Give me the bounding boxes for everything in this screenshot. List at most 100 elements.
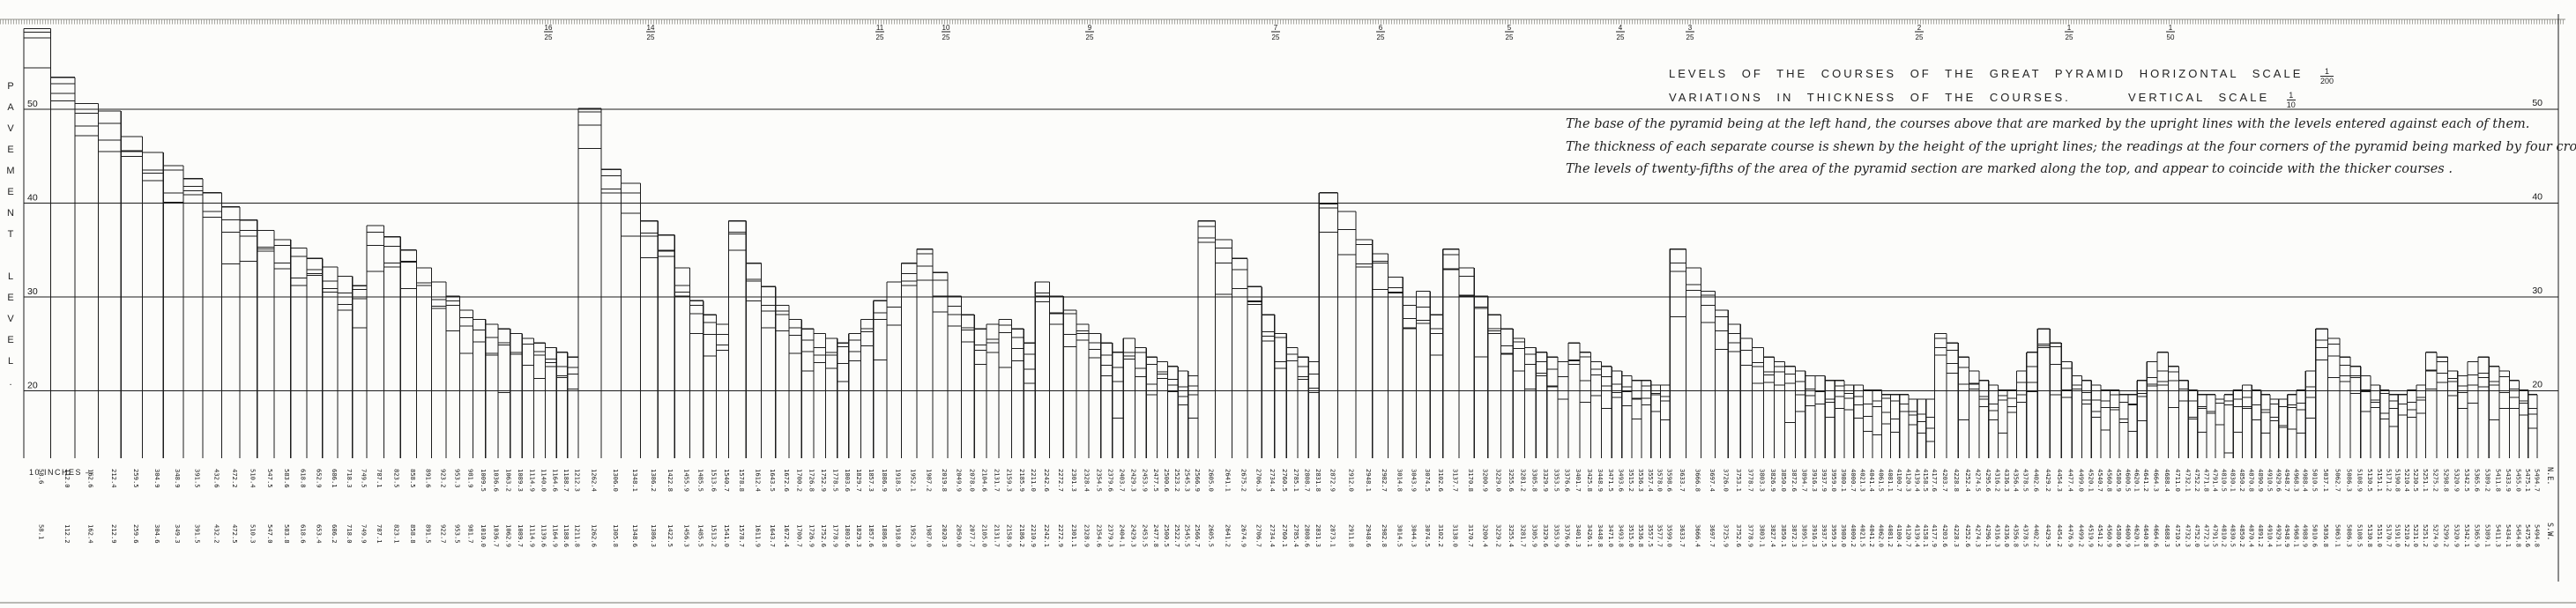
svg-text:2328.9: 2328.9 — [1083, 524, 1091, 547]
svg-text:823.1: 823.1 — [392, 524, 400, 544]
svg-text:472.2: 472.2 — [231, 469, 239, 488]
svg-text:4100.7: 4100.7 — [1895, 469, 1903, 492]
svg-text:1803.6: 1803.6 — [844, 524, 852, 547]
svg-text:3726.0: 3726.0 — [1722, 469, 1730, 492]
svg-text:2911.8: 2911.8 — [1347, 524, 1355, 547]
svg-text:3: 3 — [1688, 24, 1693, 32]
svg-text:1456.3: 1456.3 — [682, 524, 690, 547]
svg-text:349.3: 349.3 — [174, 524, 182, 544]
svg-text:922.7: 922.7 — [439, 524, 447, 544]
svg-text:4120.7: 4120.7 — [1904, 524, 1912, 547]
svg-text:2982.8: 2982.8 — [1381, 524, 1389, 547]
svg-text:2301.3: 2301.3 — [1070, 469, 1078, 492]
svg-text:2948.6: 2948.6 — [1365, 524, 1373, 547]
svg-text:2605.5: 2605.5 — [1207, 524, 1215, 547]
svg-text:2760.1: 2760.1 — [1281, 524, 1289, 547]
svg-text:2404.1: 2404.1 — [1118, 524, 1126, 547]
svg-text:4791.5: 4791.5 — [2211, 524, 2219, 547]
svg-text:4929.6: 4929.6 — [2274, 469, 2282, 492]
svg-text:4203.6: 4203.6 — [1941, 524, 1949, 547]
svg-text:4968.1: 4968.1 — [2292, 524, 2300, 547]
svg-text:3471.5: 3471.5 — [1607, 469, 1615, 492]
svg-text:652.9: 652.9 — [315, 469, 323, 488]
svg-text:3577.7: 3577.7 — [1657, 524, 1664, 547]
svg-text:1672.4: 1672.4 — [783, 524, 791, 547]
svg-text:3014.8: 3014.8 — [1396, 469, 1403, 492]
svg-text:5298.8: 5298.8 — [2443, 469, 2451, 492]
svg-text:2808.7: 2808.7 — [1304, 469, 1312, 492]
svg-text:858.8: 858.8 — [409, 524, 417, 544]
svg-text:1211.8: 1211.8 — [573, 524, 581, 547]
svg-text:3895.1: 3895.1 — [1801, 524, 1809, 547]
svg-text:4732.3: 4732.3 — [2184, 524, 2192, 547]
svg-text:162.4: 162.4 — [87, 524, 95, 544]
svg-text:4772.3: 4772.3 — [2202, 524, 2210, 547]
svg-text:4890.9: 4890.9 — [2257, 469, 2265, 492]
svg-text:2522.7: 2522.7 — [1173, 524, 1181, 547]
svg-text:3633.7: 3633.7 — [1679, 524, 1686, 547]
svg-text:5475.6: 5475.6 — [2524, 524, 2532, 547]
vertical-scale-numerator: 1 — [2289, 91, 2294, 100]
svg-text:20: 20 — [2532, 380, 2542, 390]
svg-text:58.1: 58.1 — [38, 524, 46, 539]
svg-text:1422.5: 1422.5 — [666, 524, 674, 547]
svg-text:4752.2: 4752.2 — [2193, 469, 2201, 492]
svg-text:4021.3: 4021.3 — [1859, 469, 1867, 492]
svg-text:3229.2: 3229.2 — [1495, 524, 1503, 547]
svg-text:4000.7: 4000.7 — [1850, 469, 1858, 492]
svg-text:618.6: 618.6 — [299, 524, 307, 544]
svg-text:1188.7: 1188.7 — [562, 469, 570, 492]
svg-text:50: 50 — [27, 99, 38, 109]
title-line-2: VARIATIONS IN THICKNESS OF THE COURSES. … — [1669, 85, 2356, 109]
svg-text:787.1: 787.1 — [376, 524, 383, 544]
svg-text:583.6: 583.6 — [283, 469, 291, 488]
svg-text:2545.5: 2545.5 — [1183, 524, 1191, 547]
title-line-1: LEVELS OF THE COURSES OF THE GREAT PYRAM… — [1669, 62, 2356, 85]
svg-text:3536.8: 3536.8 — [1637, 524, 1645, 547]
svg-text:7: 7 — [1274, 24, 1278, 32]
svg-text:212.4: 212.4 — [110, 469, 118, 488]
svg-text:5454.8: 5454.8 — [2514, 524, 2522, 547]
svg-text:3329.6: 3329.6 — [1542, 524, 1550, 547]
svg-text:981.7: 981.7 — [467, 524, 475, 544]
svg-text:1485.5: 1485.5 — [697, 524, 705, 547]
svg-text:3916.3: 3916.3 — [1811, 524, 1819, 547]
svg-text:4402.2: 4402.2 — [2033, 524, 2041, 547]
svg-text:4228.8: 4228.8 — [1953, 469, 1961, 492]
svg-text:3493.8: 3493.8 — [1617, 524, 1625, 547]
svg-text:4061.5: 4061.5 — [1878, 469, 1886, 492]
svg-text:2159.3: 2159.3 — [1006, 469, 1014, 492]
svg-text:5389.2: 5389.2 — [2484, 469, 2492, 492]
svg-text:2379.6: 2379.6 — [1107, 469, 1115, 492]
svg-text:40: 40 — [2532, 192, 2542, 203]
svg-text:3200.9: 3200.9 — [1482, 469, 1490, 492]
svg-text:2912.0: 2912.0 — [1347, 469, 1355, 492]
svg-text:3894.7: 3894.7 — [1801, 469, 1809, 492]
svg-text:3074.5: 3074.5 — [1424, 469, 1432, 492]
svg-text:1643.7: 1643.7 — [769, 524, 777, 547]
svg-text:2429.3: 2429.3 — [1129, 524, 1137, 547]
svg-text:4429.5: 4429.5 — [2044, 524, 2052, 547]
svg-text:3170.8: 3170.8 — [1467, 469, 1475, 492]
svg-text:1455.9: 1455.9 — [682, 469, 690, 492]
svg-text:4988.4: 4988.4 — [2302, 469, 2310, 492]
svg-text:1089.7: 1089.7 — [517, 524, 525, 547]
svg-text:5108.9: 5108.9 — [2356, 469, 2364, 492]
svg-text:4228.3: 4228.3 — [1953, 524, 1961, 547]
svg-text:40: 40 — [27, 193, 38, 204]
svg-text:25: 25 — [1272, 33, 1280, 41]
svg-text:2785.4: 2785.4 — [1292, 524, 1300, 547]
svg-text:2186.2: 2186.2 — [1018, 524, 1026, 547]
svg-text:4541.2: 4541.2 — [2096, 524, 2104, 547]
svg-text:4000.2: 4000.2 — [1850, 524, 1858, 547]
svg-text:4454.3: 4454.3 — [2056, 469, 2064, 492]
svg-text:2453.9: 2453.9 — [1141, 469, 1149, 492]
svg-text:5063.1: 5063.1 — [2334, 524, 2342, 547]
svg-text:2706.3: 2706.3 — [1255, 469, 1263, 492]
svg-text:1752.9: 1752.9 — [820, 469, 828, 492]
svg-text:1114.9: 1114.9 — [528, 524, 536, 547]
svg-text:1612.4: 1612.4 — [754, 469, 762, 492]
svg-text:58.6: 58.6 — [38, 469, 46, 484]
